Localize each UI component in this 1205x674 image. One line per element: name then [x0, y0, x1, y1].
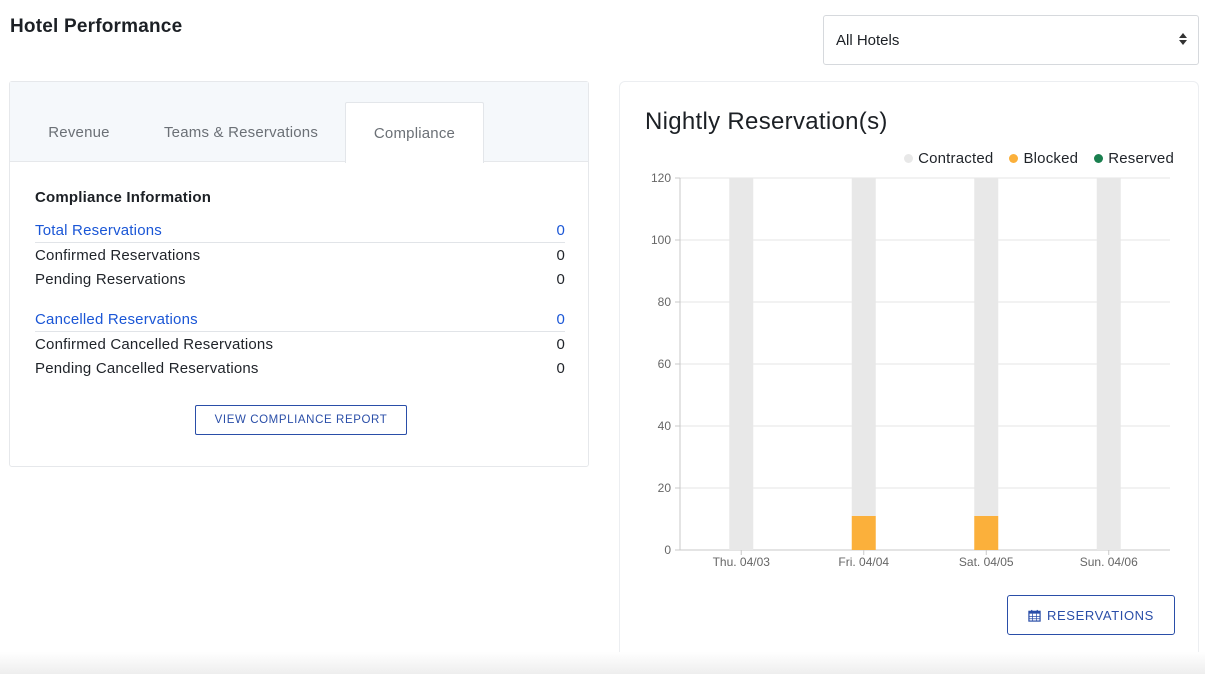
cancelled-reservations-label: Cancelled Reservations — [35, 310, 198, 328]
bar-contracted-1 — [851, 178, 876, 516]
hotel-select[interactable]: All Hotels — [823, 15, 1199, 65]
cancelled-reservations-link[interactable]: Cancelled Reservations 0 — [35, 307, 565, 332]
chart-card: Nightly Reservation(s) Contracted Blocke… — [619, 81, 1199, 667]
pending-cancelled-value: 0 — [556, 359, 565, 377]
legend-label-reserved: Reserved — [1108, 150, 1174, 167]
legend-label-blocked: Blocked — [1023, 150, 1079, 167]
pending-cancelled-row: Pending Cancelled Reservations 0 — [35, 357, 565, 379]
section-title: Compliance Information — [35, 189, 212, 206]
y-tick-label: 120 — [651, 171, 671, 185]
x-tick-label: Fri. 04/04 — [838, 555, 889, 569]
reservations-button[interactable]: RESERVATIONS — [1007, 595, 1175, 635]
reservations-button-label: RESERVATIONS — [1047, 607, 1154, 623]
legend-dot-blocked — [1009, 154, 1019, 163]
total-reservations-label: Total Reservations — [35, 221, 162, 239]
view-compliance-report-button[interactable]: VIEW COMPLIANCE REPORT — [195, 405, 407, 435]
tab-revenue[interactable]: Revenue — [48, 123, 110, 141]
x-tick-label: Sat. 04/05 — [959, 555, 1014, 569]
total-reservations-value: 0 — [556, 221, 565, 239]
y-tick-label: 100 — [651, 233, 671, 247]
y-tick-label: 0 — [664, 543, 671, 557]
bottom-scroll-shadow — [0, 652, 1205, 674]
calendar-icon — [1028, 609, 1041, 622]
tab-bar: Revenue Teams & Reservations Compliance — [10, 82, 588, 163]
total-reservations-link[interactable]: Total Reservations 0 — [35, 218, 565, 243]
legend-dot-reserved — [1094, 154, 1104, 163]
tab-teams-reservations[interactable]: Teams & Reservations — [163, 123, 319, 141]
legend-item-reserved[interactable]: Reserved — [1094, 150, 1174, 167]
tab-compliance[interactable]: Compliance — [345, 102, 484, 163]
y-tick-label: 60 — [658, 357, 672, 371]
cancelled-reservations-value: 0 — [556, 310, 565, 328]
bar-blocked-2 — [974, 515, 999, 550]
confirmed-cancelled-label: Confirmed Cancelled Reservations — [35, 335, 274, 353]
confirmed-reservations-value: 0 — [556, 246, 565, 264]
pending-cancelled-label: Pending Cancelled Reservations — [35, 359, 259, 377]
y-tick-label: 20 — [658, 481, 672, 495]
x-tick-label: Thu. 04/03 — [713, 555, 771, 569]
confirmed-cancelled-row: Confirmed Cancelled Reservations 0 — [35, 333, 565, 355]
select-caret-icon — [1179, 33, 1187, 45]
y-tick-label: 80 — [658, 295, 672, 309]
compliance-card: Revenue Teams & Reservations Compliance … — [9, 81, 589, 467]
legend-dot-contracted — [904, 154, 914, 163]
page-title: Hotel Performance — [10, 16, 183, 37]
chart-legend: Contracted Blocked Reserved — [904, 150, 1174, 167]
legend-label-contracted: Contracted — [918, 150, 994, 167]
chart-title: Nightly Reservation(s) — [645, 108, 888, 135]
bar-chart: 0 20 40 60 80 100 120 Thu. 04/03 Fri. 04/04 Sat. … — [651, 171, 1170, 569]
confirmed-cancelled-value: 0 — [556, 335, 565, 353]
pending-reservations-row: Pending Reservations 0 — [35, 268, 565, 290]
y-tick-label: 40 — [658, 419, 672, 433]
bar-blocked-1 — [851, 515, 876, 550]
hotel-select-value: All Hotels — [836, 31, 900, 49]
confirmed-reservations-row: Confirmed Reservations 0 — [35, 244, 565, 266]
bar-contracted-3 — [1096, 178, 1121, 550]
pending-reservations-label: Pending Reservations — [35, 270, 186, 288]
x-tick-label: Sun. 04/06 — [1080, 555, 1138, 569]
legend-item-blocked[interactable]: Blocked — [1009, 150, 1078, 167]
bar-contracted-2 — [974, 178, 999, 516]
legend-item-contracted[interactable]: Contracted — [904, 150, 993, 167]
bar-contracted-0 — [729, 178, 754, 550]
confirmed-reservations-label: Confirmed Reservations — [35, 246, 201, 264]
pending-reservations-value: 0 — [556, 270, 565, 288]
